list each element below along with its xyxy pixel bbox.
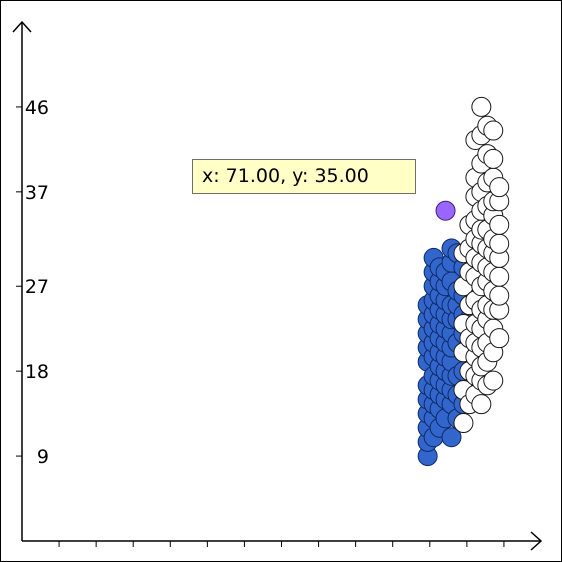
coordinate-tooltip: x: 71.00, y: 35.00 <box>192 159 416 194</box>
data-point[interactable] <box>489 177 510 198</box>
y-tick-label: 46 <box>25 97 49 119</box>
y-tick-label: 37 <box>25 182 49 204</box>
data-point[interactable] <box>489 214 510 235</box>
y-tick-label: 9 <box>37 446 49 468</box>
white-series <box>453 96 510 434</box>
data-points[interactable] <box>417 96 510 467</box>
y-tick-label: 27 <box>25 276 49 298</box>
data-point[interactable] <box>489 266 510 287</box>
data-point[interactable] <box>483 120 504 141</box>
y-tick-label: 18 <box>25 361 49 383</box>
data-point[interactable] <box>471 394 492 415</box>
data-point[interactable] <box>453 413 474 434</box>
data-point[interactable] <box>489 285 510 306</box>
data-point[interactable] <box>441 427 462 448</box>
data-point[interactable] <box>471 96 492 117</box>
data-point[interactable] <box>489 233 510 254</box>
data-point[interactable] <box>483 148 504 169</box>
highlighted-data-point[interactable] <box>435 200 456 221</box>
data-point[interactable] <box>483 370 504 391</box>
y-axis-arrow-icon <box>12 20 32 33</box>
x-axis-ticks <box>58 541 505 547</box>
data-point[interactable] <box>489 328 510 349</box>
x-axis-arrow-icon <box>530 531 543 551</box>
y-axis-ticks: 9 18 27 37 46 <box>16 97 49 468</box>
